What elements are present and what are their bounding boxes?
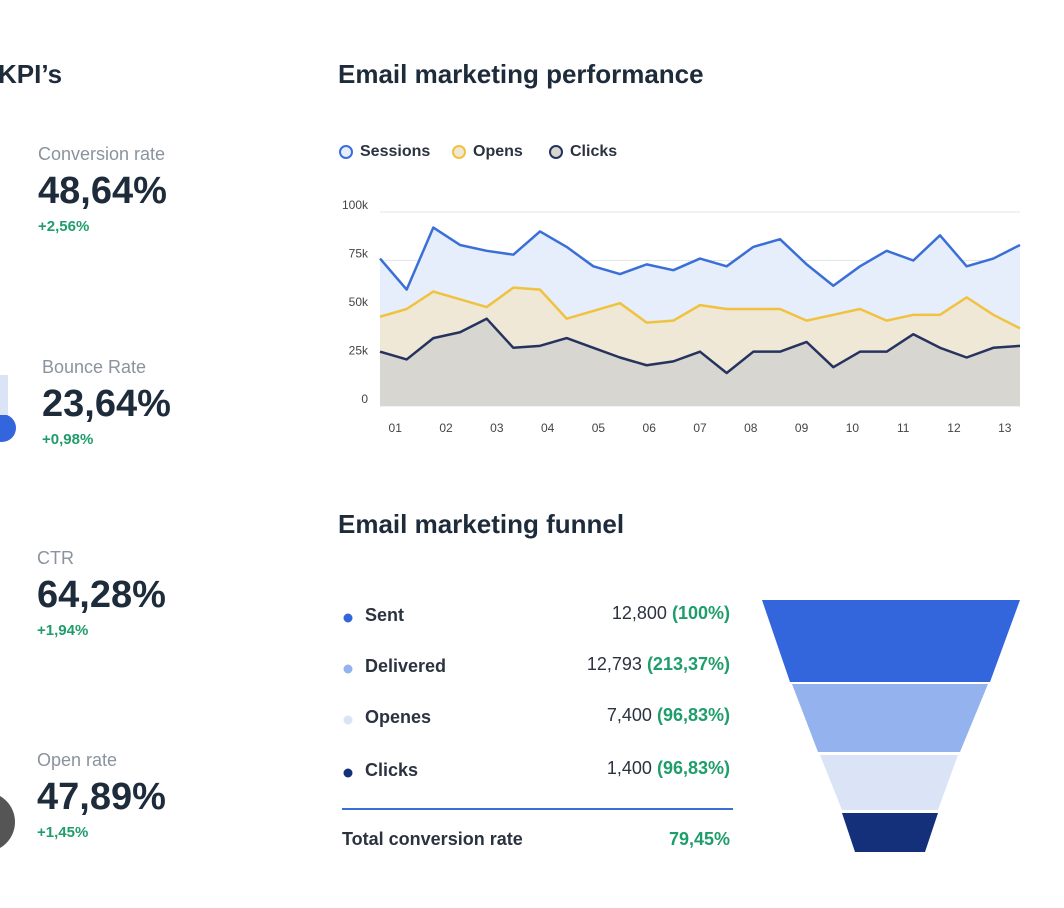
series-line xyxy=(379,226,1021,291)
y-tick-label: 25k xyxy=(349,344,369,358)
x-tick-label: 09 xyxy=(795,421,809,435)
kpi-list: Conversion rate 48,64% +2,56% Bounce Rate 23… xyxy=(37,144,171,841)
x-tick-label: 07 xyxy=(693,421,707,435)
x-tick-label: 05 xyxy=(592,421,606,435)
kpi-label: Conversion rate xyxy=(38,144,165,164)
funnel-table: Sent 12,800 (100%) Delivered 12,793 (213,37… xyxy=(343,603,730,780)
row-percent: (213,37%) xyxy=(647,654,730,674)
row-count: 7,400 xyxy=(607,705,652,725)
kpi-value: 23,64% xyxy=(42,383,171,425)
row-name: Delivered xyxy=(365,656,446,676)
row-count: 12,793 xyxy=(587,654,642,674)
x-tick-label: 11 xyxy=(897,421,910,435)
x-tick-label: 10 xyxy=(846,421,860,435)
kpi-label: CTR xyxy=(37,548,74,568)
row-count: 1,400 xyxy=(607,758,652,778)
legend-label: Clicks xyxy=(570,143,617,160)
series-line xyxy=(379,317,1021,375)
row-bullet xyxy=(343,613,353,623)
x-tick-label: 06 xyxy=(643,421,657,435)
x-tick-label: 03 xyxy=(490,421,504,435)
row-name: Clicks xyxy=(365,760,418,780)
kpi-label: Open rate xyxy=(37,750,117,770)
row-bullet xyxy=(343,768,353,778)
x-tick-label: 12 xyxy=(947,421,961,435)
legend-label: Opens xyxy=(473,143,523,160)
row-name: Sent xyxy=(365,605,404,625)
y-tick-label: 50k xyxy=(349,295,369,309)
legend-marker xyxy=(339,145,353,159)
row-value: 1,400 (96,83%) xyxy=(607,758,730,778)
y-tick-label: 0 xyxy=(361,392,368,406)
row-percent: (96,83%) xyxy=(657,705,730,725)
icon xyxy=(0,414,16,442)
line-chart: 0 25k 50k 75k 100k 01 02 03 04 05 06 07 08 09 10 11 12 13… xyxy=(339,143,1021,435)
kpi-change: +0,98% xyxy=(42,431,93,448)
kpi-value: 48,64% xyxy=(38,170,167,212)
row-count: 12,800 xyxy=(612,603,667,623)
x-tick-label: 13 xyxy=(998,421,1012,435)
chart-title: Email marketing performance xyxy=(338,59,704,89)
row-bullet xyxy=(343,715,353,725)
x-tick-label: 08 xyxy=(744,421,758,435)
icon xyxy=(0,375,8,415)
funnel-stage xyxy=(762,600,1020,682)
kpi-label: Bounce Rate xyxy=(42,357,146,377)
row-percent: (100%) xyxy=(672,603,730,623)
x-tick-label: 01 xyxy=(389,421,403,435)
legend-marker xyxy=(452,145,466,159)
avatar xyxy=(0,796,15,848)
funnel-stage xyxy=(820,755,958,810)
funnel-title: Email marketing funnel xyxy=(338,509,624,539)
kpi-change: +1,94% xyxy=(37,622,88,639)
row-percent: (96,83%) xyxy=(657,758,730,778)
total-label: Total conversion rate xyxy=(342,829,523,849)
row-name: Openes xyxy=(365,707,431,727)
legend-label: Sessions xyxy=(360,143,430,160)
y-tick-label: 100k xyxy=(342,198,369,212)
kpi-title: KPI’s xyxy=(0,59,62,89)
kpi-change: +1,45% xyxy=(37,824,88,841)
kpi-value: 47,89% xyxy=(37,776,166,818)
row-value: 12,800 (100%) xyxy=(612,603,730,623)
row-value: 12,793 (213,37%) xyxy=(587,654,730,674)
legend-marker xyxy=(549,145,563,159)
x-tick-label: 02 xyxy=(439,421,453,435)
kpi-change: +2,56% xyxy=(38,218,89,235)
series-line xyxy=(379,286,1021,330)
total-value: 79,45% xyxy=(669,829,730,849)
funnel-stage xyxy=(792,684,988,752)
row-bullet xyxy=(343,664,353,674)
x-tick-label: 04 xyxy=(541,421,555,435)
row-value: 7,400 (96,83%) xyxy=(607,705,730,725)
series-area xyxy=(380,318,1020,406)
kpi-value: 64,28% xyxy=(37,574,166,616)
funnel-stage xyxy=(842,813,938,852)
y-tick-label: 75k xyxy=(349,247,369,261)
